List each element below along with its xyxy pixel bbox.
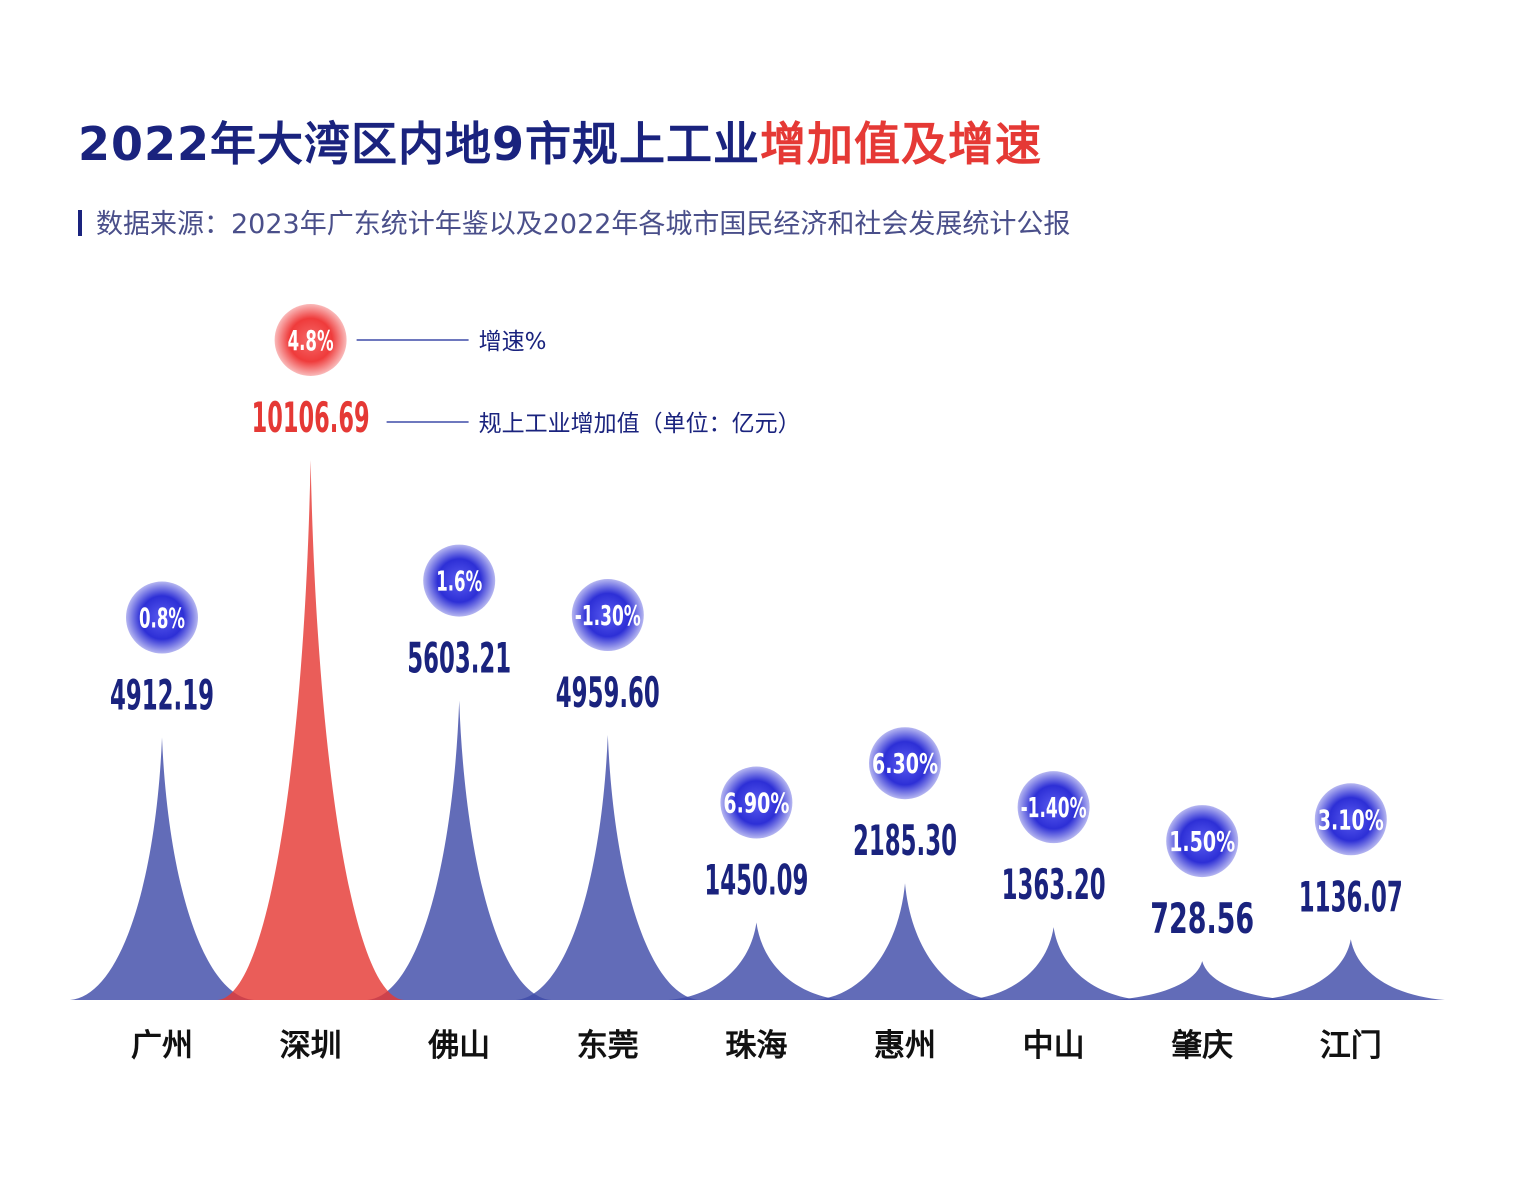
value-label-肇庆: 728.56 [1150, 894, 1254, 943]
peak-江门 [1256, 939, 1445, 1000]
category-label-肇庆: 肇庆 [1171, 1028, 1233, 1064]
growth-circle-惠州 [869, 727, 941, 800]
category-label-东莞: 东莞 [577, 1028, 639, 1064]
value-label-东莞: 4959.60 [556, 668, 660, 717]
title-part-2: 增加值及增速 [760, 117, 1043, 171]
category-label-江门: 江门 [1320, 1028, 1382, 1064]
source-text: 数据来源：2023年广东统计年鉴以及2022年各城市国民经济和社会发展统计公报 [96, 209, 1071, 240]
title-part-1: 2022年大湾区内地9市规上工业 [78, 117, 761, 171]
growth-circle-广州 [126, 581, 198, 654]
peak-惠州 [815, 883, 995, 1000]
growth-label-惠州: 6.30% [872, 747, 938, 780]
value-label-佛山: 5603.21 [407, 634, 511, 683]
category-label-深圳: 深圳 [280, 1028, 342, 1064]
value-label-深圳: 10106.69 [252, 393, 370, 442]
value-label-江门: 1136.07 [1299, 872, 1403, 921]
growth-circle-东莞 [571, 579, 644, 652]
peak-深圳 [217, 460, 404, 1000]
peak-珠海 [668, 922, 845, 1000]
category-label-广州: 广州 [131, 1028, 193, 1064]
growth-label-肇庆: 1.50% [1169, 825, 1235, 858]
peak-中山 [965, 927, 1142, 1000]
growth-label-深圳: 4.8% [288, 324, 334, 357]
value-label-中山: 1363.20 [1002, 860, 1106, 909]
growth-circle-佛山 [423, 544, 496, 617]
growth-label-中山: -1.40% [1021, 791, 1087, 824]
labels-layer: 4912.19 0.8% 广州 10106.69 4.8% 深圳 5603.21 1.6% 佛山… [110, 304, 1403, 1064]
growth-label-珠海: 6.90% [723, 787, 789, 820]
peak-东莞 [515, 735, 700, 1000]
growth-label-广州: 0.8% [139, 602, 185, 635]
peak-肇庆 [1114, 961, 1291, 1000]
value-label-珠海: 1450.09 [704, 856, 808, 905]
value-label-广州: 4912.19 [110, 671, 214, 720]
growth-circle-珠海 [720, 766, 793, 839]
chart-title: 2022年大湾区内地9市规上工业增加值及增速 [78, 108, 1042, 174]
growth-label-江门: 3.10% [1318, 803, 1384, 836]
value-label-惠州: 2185.30 [853, 816, 957, 865]
category-label-惠州: 惠州 [874, 1028, 936, 1064]
legend-growth-text: 增速% [479, 329, 547, 355]
peak-广州 [70, 737, 254, 1000]
legend-value-text: 规上工业增加值（单位：亿元） [479, 411, 801, 437]
growth-circle-江门 [1314, 783, 1387, 856]
legend-layer: 增速% 规上工业增加值（单位：亿元） [356, 329, 801, 437]
data-source: 数据来源：2023年广东统计年鉴以及2022年各城市国民经济和社会发展统计公报 [78, 202, 1070, 241]
peaks-layer [70, 460, 1445, 1000]
category-label-中山: 中山 [1023, 1028, 1085, 1064]
growth-circle-中山 [1017, 771, 1090, 844]
peak-佛山 [367, 700, 552, 1000]
growth-circle-深圳 [274, 304, 347, 376]
category-label-珠海: 珠海 [725, 1028, 787, 1064]
growth-label-佛山: 1.6% [436, 565, 482, 598]
growth-label-东莞: -1.30% [575, 599, 641, 632]
category-label-佛山: 佛山 [427, 1028, 490, 1064]
growth-circle-肇庆 [1166, 805, 1239, 878]
source-marker-bar [78, 210, 82, 236]
